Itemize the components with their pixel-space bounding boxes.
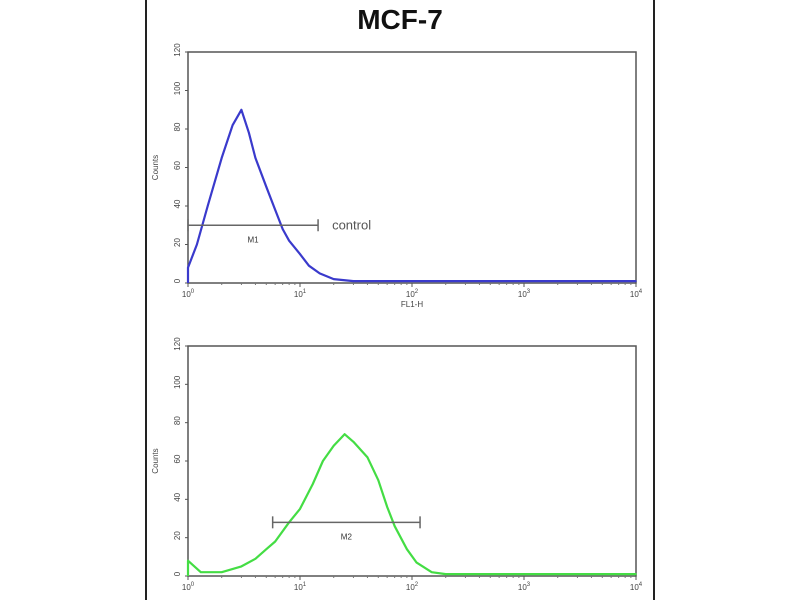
data-point: [199, 571, 202, 573]
data-point: [406, 548, 408, 550]
figure-frame: [145, 0, 655, 600]
x-tick-label: 102: [406, 582, 419, 592]
y-tick-label: 0: [173, 571, 182, 576]
data-point: [254, 557, 257, 560]
data-point: [274, 540, 276, 543]
x-tick-label: 100: [182, 289, 195, 299]
x-tick-label: 101: [294, 289, 307, 299]
data-point: [444, 573, 447, 575]
data-point: [206, 205, 209, 207]
data-point: [311, 483, 314, 485]
data-point: [288, 239, 290, 242]
data-point: [274, 209, 276, 211]
x-axis-label: FL1-H: [401, 300, 423, 309]
y-tick-label: 20: [173, 531, 182, 540]
data-point: [265, 185, 268, 188]
y-tick-label: 40: [173, 199, 182, 208]
data-point: [523, 573, 525, 575]
data-point: [265, 548, 268, 550]
data-point: [254, 157, 257, 159]
data-point: [366, 456, 369, 458]
x-tick-label: 104: [630, 582, 643, 592]
data-point: [299, 253, 301, 255]
data-point: [318, 272, 321, 275]
gate-label: M1: [247, 235, 259, 244]
y-tick-label: 120: [173, 337, 182, 351]
annotation-label: control: [332, 217, 371, 232]
y-tick-label: 80: [173, 416, 182, 425]
data-point: [220, 571, 223, 573]
data-point: [386, 506, 388, 508]
y-tick-label: 100: [173, 375, 182, 389]
data-point: [430, 571, 433, 573]
figure-title: MCF-7: [357, 4, 443, 35]
y-tick-label: 60: [173, 161, 182, 170]
histogram-line: [186, 433, 636, 576]
x-tick-label: 101: [294, 582, 307, 592]
y-tick-label: 0: [173, 278, 182, 283]
y-tick-label: 120: [173, 43, 182, 57]
data-point: [187, 559, 189, 562]
data-point: [308, 264, 310, 267]
data-point: [248, 132, 250, 134]
y-tick-label: 60: [173, 454, 182, 463]
data-point: [240, 565, 243, 568]
x-tick-label: 102: [406, 289, 419, 299]
data-point: [635, 573, 637, 575]
data-point: [411, 280, 413, 282]
data-point: [322, 460, 324, 462]
y-axis-label: Counts: [151, 155, 160, 180]
x-tick-label: 100: [182, 582, 195, 592]
gate-label: M2: [341, 532, 353, 541]
y-tick-label: 20: [173, 238, 182, 247]
x-tick-label: 103: [518, 289, 531, 299]
data-point: [415, 561, 418, 564]
data-point: [231, 124, 234, 126]
data-point: [332, 278, 335, 280]
data-point: [281, 228, 284, 230]
plot-area-2: [187, 345, 637, 577]
data-point: [377, 479, 380, 481]
plot-area-1: [187, 51, 637, 284]
x-tick-label: 104: [630, 289, 643, 299]
data-point: [187, 266, 189, 269]
y-tick-label: 100: [173, 81, 182, 95]
x-tick-label: 103: [518, 582, 531, 592]
data-point: [299, 508, 301, 510]
data-point: [635, 280, 637, 282]
data-point: [343, 433, 346, 435]
data-point: [220, 157, 223, 159]
data-point: [393, 525, 396, 527]
data-point: [352, 441, 355, 443]
data-point: [332, 444, 335, 447]
data-point: [352, 280, 355, 282]
data-point: [523, 280, 525, 282]
data-point: [196, 243, 198, 246]
y-axis-label: Counts: [151, 448, 160, 473]
histogram-line: [186, 108, 636, 283]
y-tick-label: 80: [173, 122, 182, 131]
y-tick-label: 40: [173, 492, 182, 501]
data-point: [240, 108, 243, 111]
